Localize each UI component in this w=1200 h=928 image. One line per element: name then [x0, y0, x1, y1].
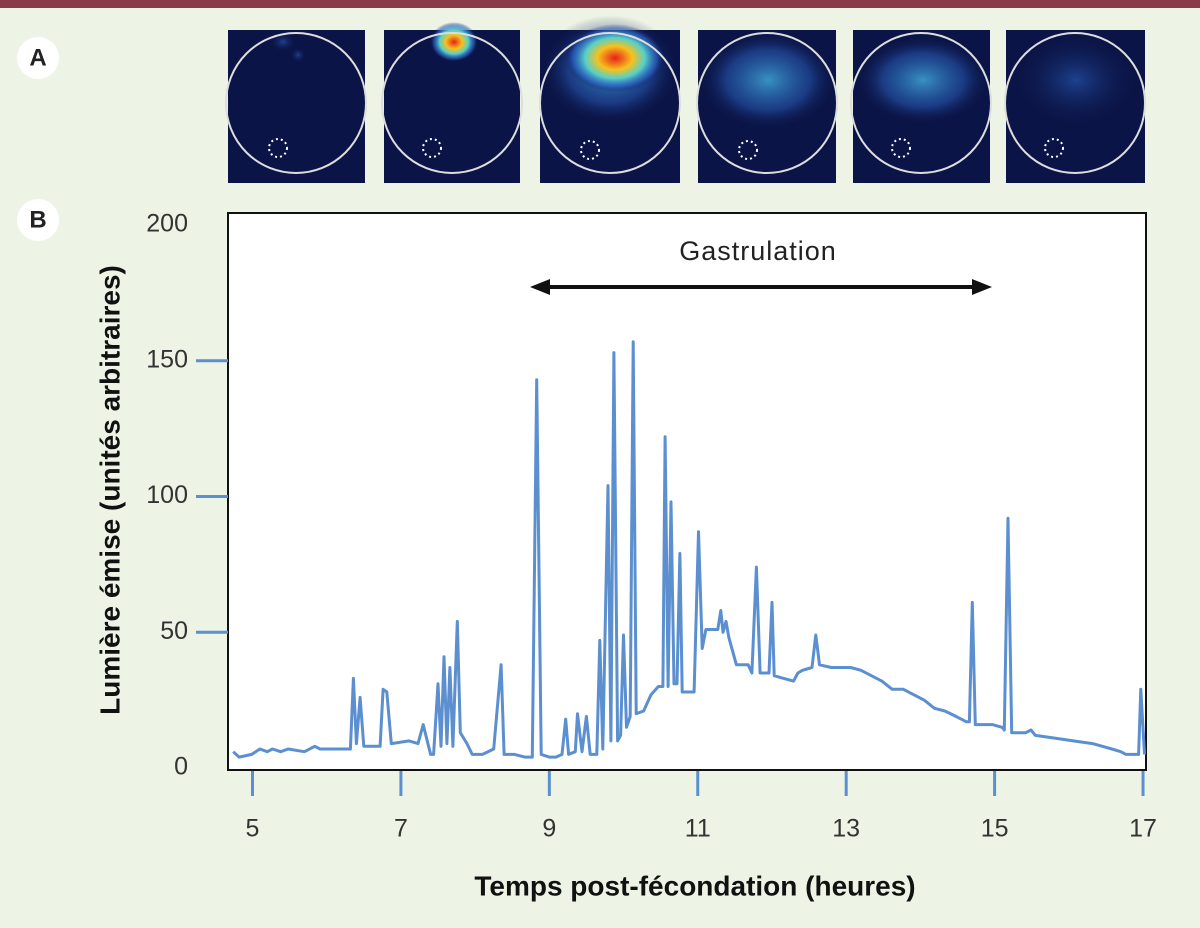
- top-bar: [0, 0, 1200, 8]
- embryo-image: [696, 30, 838, 183]
- embryo-image: [1004, 30, 1146, 183]
- gastrulation-arrow: [530, 279, 992, 295]
- panel-badge: [17, 199, 59, 241]
- x-tick-label: 9: [542, 815, 556, 843]
- y-tick-label: 200: [146, 210, 188, 238]
- x-tick-label: 11: [685, 815, 711, 843]
- embryo-image: [381, 22, 523, 183]
- x-tick-label: 13: [832, 815, 860, 843]
- x-tick-label: 5: [246, 815, 260, 843]
- x-tick-label: 7: [394, 815, 408, 843]
- plot-area: [227, 212, 1147, 771]
- x-tick-label: 15: [981, 815, 1009, 843]
- x-axis-title: Temps post-fécondation (heures): [474, 870, 915, 901]
- y-tick-label: 0: [174, 753, 188, 781]
- y-tick-label: 150: [146, 345, 188, 373]
- data-line: [232, 340, 1146, 759]
- embryo-image: [225, 30, 367, 183]
- embryo-images: [225, 15, 1146, 183]
- embryo-image: [539, 15, 681, 183]
- y-tick-label: 100: [146, 481, 188, 509]
- embryo-image: [850, 30, 992, 183]
- panel-label: B: [29, 206, 46, 233]
- y-tick-label: 50: [160, 617, 188, 645]
- annotation: Gastrulation: [679, 236, 837, 266]
- panel-badge: [17, 37, 59, 79]
- y-axis-title: Lumière émise (unités arbitraires): [94, 265, 125, 715]
- x-tick-label: 17: [1129, 815, 1157, 843]
- arrow-head: [530, 279, 550, 295]
- arrow-head: [972, 279, 992, 295]
- panel-label: A: [29, 44, 46, 71]
